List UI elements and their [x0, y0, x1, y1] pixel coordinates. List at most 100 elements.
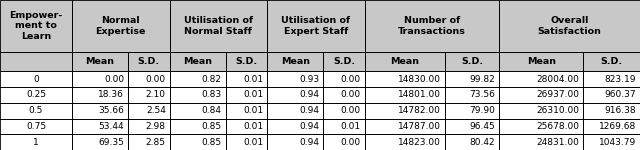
Bar [583, 134, 640, 150]
Bar [499, 103, 583, 119]
Text: 0.83: 0.83 [202, 90, 222, 99]
Text: 2.98: 2.98 [146, 122, 166, 131]
Bar [583, 71, 640, 87]
Bar [323, 71, 365, 87]
Bar [72, 87, 128, 103]
Bar [323, 103, 365, 119]
Bar [499, 52, 583, 71]
Text: 28004.00: 28004.00 [536, 75, 579, 84]
Bar [0, 118, 72, 134]
Text: 0.00: 0.00 [341, 90, 361, 99]
Bar [445, 103, 499, 119]
Bar [445, 71, 499, 87]
Bar [499, 0, 640, 52]
Text: 0.00: 0.00 [104, 75, 124, 84]
Bar [268, 71, 323, 87]
Text: 0.94: 0.94 [300, 122, 319, 131]
Text: 0.00: 0.00 [341, 106, 361, 115]
Bar [583, 118, 640, 134]
Text: 0.01: 0.01 [243, 138, 264, 147]
Bar [72, 134, 128, 150]
Text: 0.01: 0.01 [243, 122, 264, 131]
Bar [72, 118, 128, 134]
Text: S.D.: S.D. [461, 57, 483, 66]
Bar [583, 52, 640, 71]
Bar [0, 103, 72, 119]
Text: 14801.00: 14801.00 [398, 90, 441, 99]
Text: 0.75: 0.75 [26, 122, 46, 131]
Bar [170, 71, 226, 87]
Text: 823.19: 823.19 [605, 75, 636, 84]
Bar [268, 134, 323, 150]
Text: Utilisation of
Expert Staff: Utilisation of Expert Staff [282, 16, 351, 36]
Text: 14830.00: 14830.00 [398, 75, 441, 84]
Text: 0.5: 0.5 [29, 106, 43, 115]
Bar [365, 0, 499, 52]
Bar [128, 71, 170, 87]
Bar [365, 87, 445, 103]
Bar [170, 0, 268, 52]
Bar [170, 87, 226, 103]
Text: 35.66: 35.66 [99, 106, 124, 115]
Bar [499, 52, 583, 71]
Bar [323, 71, 365, 87]
Text: 1043.79: 1043.79 [599, 138, 636, 147]
Bar [268, 87, 323, 103]
Bar [499, 71, 583, 87]
Text: 14782.00: 14782.00 [398, 106, 441, 115]
Bar [128, 52, 170, 71]
Bar [72, 52, 128, 71]
Bar [583, 52, 640, 71]
Bar [128, 134, 170, 150]
Bar [499, 134, 583, 150]
Text: 1: 1 [33, 138, 39, 147]
Bar [445, 134, 499, 150]
Bar [445, 52, 499, 71]
Bar [170, 118, 226, 134]
Text: 53.44: 53.44 [99, 122, 124, 131]
Bar [128, 103, 170, 119]
Text: 25678.00: 25678.00 [536, 122, 579, 131]
Bar [226, 134, 268, 150]
Bar [323, 103, 365, 119]
Text: 0: 0 [33, 75, 39, 84]
Text: 69.35: 69.35 [99, 138, 124, 147]
Text: 26310.00: 26310.00 [536, 106, 579, 115]
Bar [128, 71, 170, 87]
Bar [365, 52, 445, 71]
Bar [170, 71, 226, 87]
Bar [365, 71, 445, 87]
Bar [128, 118, 170, 134]
Bar [323, 87, 365, 103]
Text: 18.36: 18.36 [99, 90, 124, 99]
Bar [365, 52, 445, 71]
Text: 0.93: 0.93 [300, 75, 319, 84]
Bar [170, 87, 226, 103]
Bar [128, 87, 170, 103]
Bar [170, 52, 226, 71]
Bar [268, 103, 323, 119]
Bar [499, 118, 583, 134]
Bar [268, 87, 323, 103]
Text: S.D.: S.D. [236, 57, 257, 66]
Bar [226, 87, 268, 103]
Bar [268, 118, 323, 134]
Bar [445, 118, 499, 134]
Bar [72, 118, 128, 134]
Text: S.D.: S.D. [138, 57, 160, 66]
Bar [268, 134, 323, 150]
Text: 73.56: 73.56 [470, 90, 495, 99]
Text: 0.94: 0.94 [300, 90, 319, 99]
Text: 0.85: 0.85 [202, 138, 222, 147]
Bar [0, 52, 72, 71]
Bar [226, 71, 268, 87]
Bar [365, 118, 445, 134]
Bar [323, 134, 365, 150]
Text: Mean: Mean [86, 57, 115, 66]
Bar [499, 87, 583, 103]
Bar [268, 0, 365, 52]
Bar [323, 52, 365, 71]
Bar [583, 103, 640, 119]
Bar [0, 87, 72, 103]
Bar [499, 71, 583, 87]
